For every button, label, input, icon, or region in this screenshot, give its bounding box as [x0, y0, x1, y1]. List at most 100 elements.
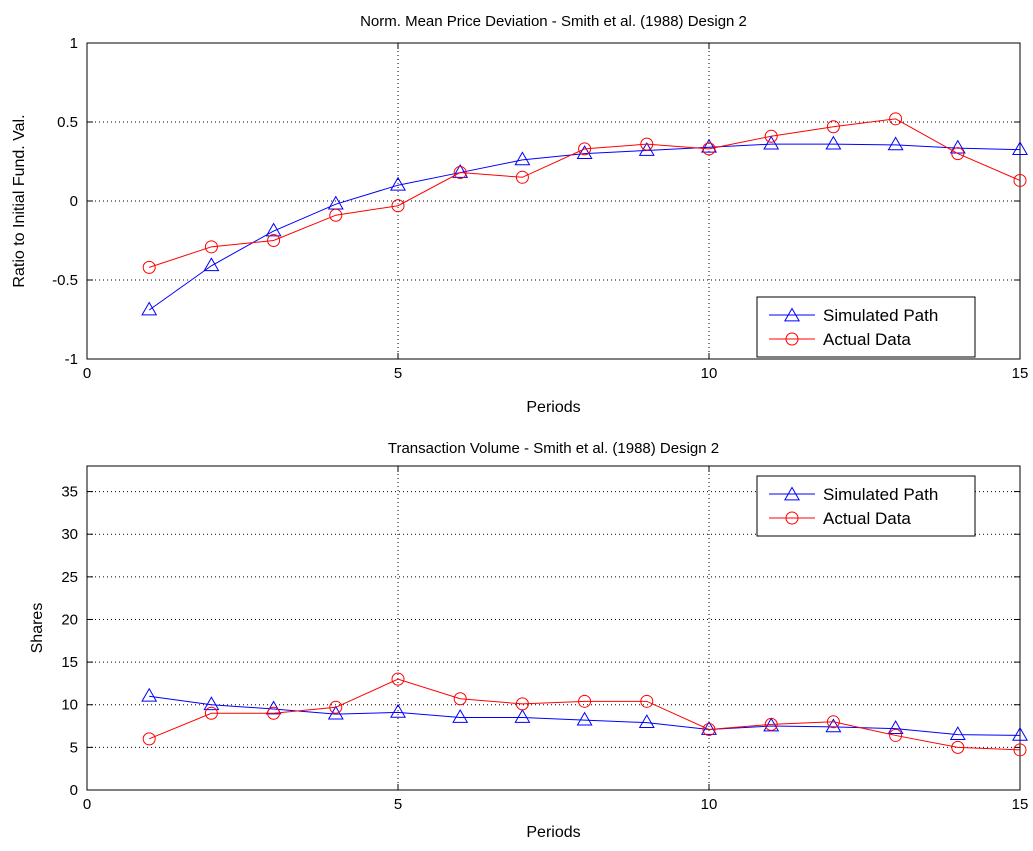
series-simulated-path [141, 135, 1028, 316]
chart-panel-2: Transaction Volume - Smith et al. (1988)… [29, 440, 1028, 841]
circle-marker [826, 715, 840, 729]
y-tick-label: 0 [70, 782, 78, 799]
series-line [149, 118, 1021, 268]
legend-box [756, 296, 976, 358]
triangle-marker [887, 720, 904, 734]
circle-marker [1013, 743, 1027, 757]
series-line [149, 678, 1021, 751]
triangle-marker [887, 136, 904, 151]
chart-title: Transaction Volume - Smith et al. (1988)… [388, 440, 719, 457]
y-tick-label: -0.5 [52, 272, 78, 289]
circle-marker [578, 694, 592, 708]
triangle-marker [701, 138, 717, 153]
circle-marker [764, 129, 778, 143]
triangle-marker [452, 164, 469, 178]
legend-circle-marker [785, 511, 799, 525]
triangle-marker [390, 176, 406, 191]
series-line [149, 695, 1021, 736]
circle-marker [453, 692, 467, 706]
y-tick-label: -1 [65, 351, 78, 368]
y-tick-label: 25 [61, 569, 78, 586]
x-tick-label: 15 [1012, 796, 1029, 813]
triangle-marker [452, 709, 469, 723]
legend-item: Actual Data [769, 509, 911, 528]
x-axis-title: Periods [526, 824, 580, 841]
x-tick-label: 5 [394, 365, 402, 382]
circle-marker [142, 260, 156, 274]
x-tick-label: 10 [701, 796, 718, 813]
circle-marker [391, 672, 405, 686]
series-actual-data [142, 112, 1027, 274]
legend-box [756, 475, 976, 537]
triangle-marker [390, 703, 406, 718]
triangle-marker [576, 711, 593, 726]
triangle-marker [265, 700, 282, 715]
legend: Simulated Path Actual Data [756, 475, 976, 537]
triangle-marker [1012, 141, 1028, 156]
chart-title: Norm. Mean Price Deviation - Smith et al… [360, 13, 747, 30]
circle-marker [204, 706, 218, 720]
x-tick-label: 15 [1012, 365, 1029, 382]
triangle-marker [576, 145, 593, 159]
triangle-marker [825, 135, 842, 150]
legend-item: Simulated Path [769, 306, 938, 325]
circle-marker [702, 722, 716, 736]
legend-label: Actual Data [823, 509, 911, 528]
triangle-marker [203, 696, 220, 711]
triangle-marker [1012, 726, 1028, 741]
circle-marker [391, 199, 405, 213]
series-actual-data [142, 672, 1027, 757]
circle-marker [951, 740, 965, 754]
triangle-marker [949, 139, 966, 154]
y-tick-label: 35 [61, 484, 78, 501]
circle-marker [889, 728, 903, 742]
x-axis-title: Periods [526, 399, 580, 416]
circle-marker [515, 170, 529, 184]
axes-box [86, 465, 1021, 791]
x-tick-label: 10 [701, 365, 718, 382]
circle-marker [453, 166, 467, 180]
legend-item: Actual Data [769, 330, 911, 349]
triangle-marker [327, 705, 344, 720]
legend-label: Actual Data [823, 330, 911, 349]
triangle-marker [763, 135, 780, 150]
triangle-marker [949, 726, 966, 740]
legend-label: Simulated Path [823, 306, 938, 325]
circle-marker [515, 697, 529, 711]
x-tick-label: 5 [394, 796, 402, 813]
circle-marker [578, 142, 592, 156]
triangle-marker [825, 718, 842, 733]
series-simulated-path [141, 687, 1028, 741]
circle-marker [764, 717, 778, 731]
circle-marker [204, 240, 218, 254]
y-tick-label: 30 [61, 526, 78, 543]
triangle-marker [265, 222, 282, 237]
y-axis-title: Shares [29, 603, 46, 654]
circle-marker [889, 112, 903, 126]
circle-marker [142, 732, 156, 746]
legend: Simulated Path Actual Data [756, 296, 976, 358]
legend-triangle-marker [784, 486, 800, 501]
circle-marker [1013, 173, 1027, 187]
chart-panel-1: Norm. Mean Price Deviation - Smith et al… [11, 13, 1028, 416]
circle-marker [951, 147, 965, 161]
triangle-marker [203, 257, 220, 272]
x-tick-label: 0 [83, 365, 91, 382]
legend-label: Simulated Path [823, 485, 938, 504]
y-tick-label: 0 [70, 193, 78, 210]
triangle-marker [141, 687, 158, 702]
triangle-marker [514, 151, 531, 166]
triangle-marker [141, 301, 158, 316]
y-tick-label: 5 [70, 739, 78, 756]
circle-marker [702, 142, 716, 156]
circle-marker [640, 137, 654, 151]
y-axis-title: Ratio to Initial Fund. Val. [11, 114, 28, 287]
legend-triangle-marker [784, 307, 800, 322]
triangle-marker [514, 709, 531, 723]
legend-circle-marker [785, 332, 799, 346]
circle-marker [267, 706, 281, 720]
y-tick-label: 15 [61, 654, 78, 671]
series-line [148, 143, 1021, 311]
